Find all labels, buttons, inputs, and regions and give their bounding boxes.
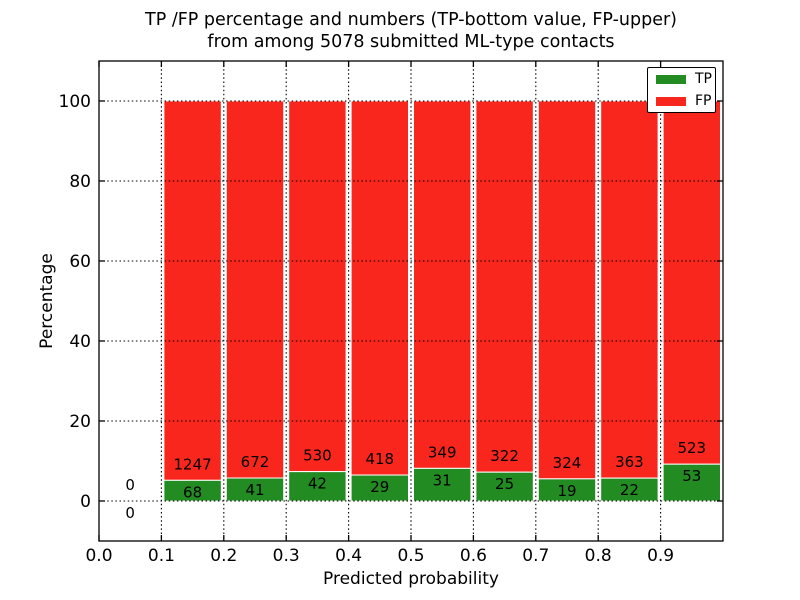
y-tick-label: 100 (59, 92, 91, 112)
fp-count-label: 349 (428, 443, 457, 461)
tp-count-label: 22 (620, 481, 639, 499)
legend-label-tp: TP (695, 71, 712, 87)
fp-count-label: 363 (615, 453, 644, 471)
x-tick-label: 0.8 (585, 546, 612, 566)
fp-count-label: 324 (553, 454, 582, 472)
tp-count-label: 42 (308, 475, 327, 493)
chart-title-line2: from among 5078 submitted ML-type contac… (207, 32, 615, 52)
fp-bar-segment (537, 100, 597, 480)
y-tick-label: 20 (69, 412, 91, 432)
fp-count-label: 523 (677, 439, 706, 457)
tp-bar-segment (475, 471, 534, 502)
x-tick-label: 0.3 (273, 546, 300, 566)
tp-bar-segment (350, 474, 410, 502)
x-tick-label: 0.2 (210, 546, 237, 566)
x-tick-label: 0.5 (397, 546, 424, 566)
tp-count-label: 19 (557, 482, 576, 500)
chart-title: TP /FP percentage and numbers (TP-bottom… (99, 9, 723, 53)
y-tick-label: 0 (80, 492, 91, 512)
fp-count-label: 1247 (174, 455, 212, 473)
fp-count-label: 672 (241, 453, 270, 471)
tp-bar-segment (413, 467, 472, 502)
y-tick-label: 60 (69, 252, 91, 272)
y-tick-label: 80 (69, 172, 91, 192)
legend-item-fp: FP (656, 94, 715, 108)
x-tick-label: 0.1 (148, 546, 175, 566)
tp-count-label: 0 (125, 504, 135, 522)
tp-count-label: 68 (183, 483, 202, 501)
tp-bar-segment (662, 463, 721, 502)
fp-bar-segment (413, 100, 472, 469)
fp-count-label: 418 (365, 450, 394, 468)
legend: TP FP (647, 67, 716, 113)
tp-count-label: 41 (245, 481, 264, 499)
y-tick-label: 40 (69, 332, 91, 352)
legend-label-fp: FP (695, 93, 712, 109)
tp-color-swatch (656, 74, 686, 84)
x-tick-label: 0.9 (647, 546, 674, 566)
x-tick-label: 0.7 (522, 546, 549, 566)
fp-count-label: 0 (125, 476, 135, 494)
tp-bar-segment (600, 477, 659, 502)
fp-bar-segment (288, 100, 347, 473)
fp-bar-segment (475, 100, 534, 473)
fp-bar-segment (350, 100, 410, 476)
tp-count-label: 31 (433, 471, 452, 489)
tp-count-label: 25 (495, 475, 514, 493)
fp-count-label: 322 (490, 447, 519, 465)
tp-count-label: 53 (682, 467, 701, 485)
y-axis-label: Percentage (37, 253, 57, 349)
fp-bar-segment (662, 100, 721, 465)
fp-bar-segment (163, 100, 222, 481)
tp-count-label: 29 (370, 478, 389, 496)
fp-color-swatch (656, 96, 686, 106)
x-tick-label: 0.6 (460, 546, 487, 566)
chart-title-line1: TP /FP percentage and numbers (TP-bottom… (145, 10, 677, 30)
fp-count-label: 530 (303, 447, 332, 465)
fp-bar-segment (600, 100, 659, 479)
tp-bar-segment (163, 479, 222, 502)
x-axis-label: Predicted probability (323, 569, 499, 589)
legend-item-tp: TP (656, 72, 715, 86)
x-tick-label: 0.4 (335, 546, 362, 566)
x-tick-label: 0.0 (85, 546, 112, 566)
